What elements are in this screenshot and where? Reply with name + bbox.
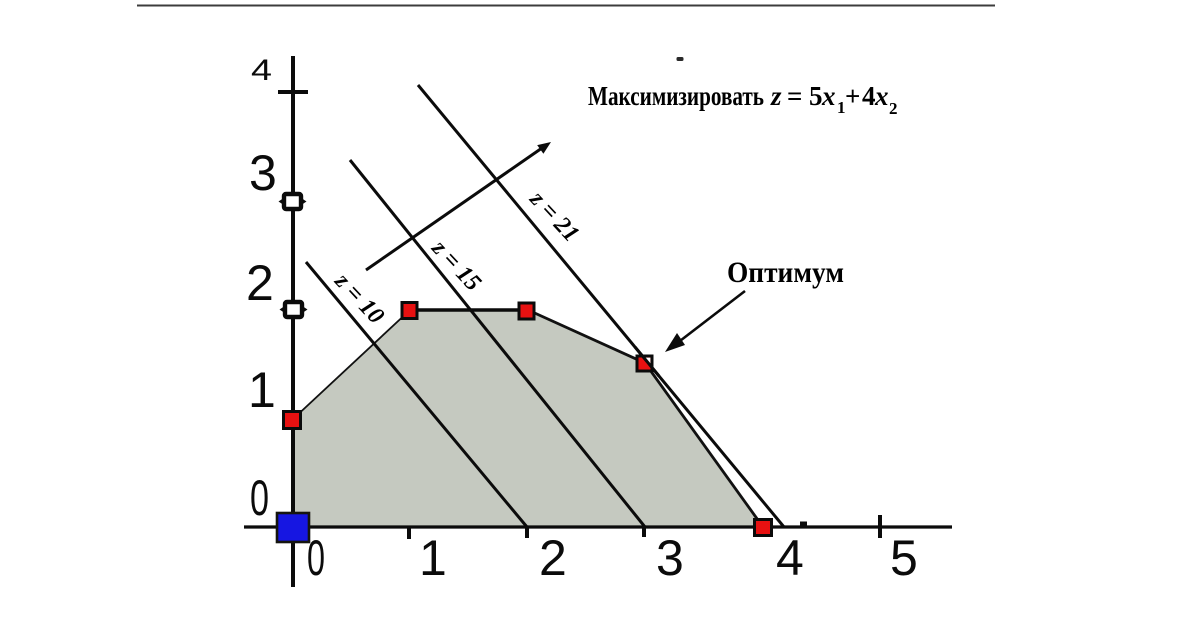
svg-text:z: z	[770, 81, 782, 111]
svg-text:1: 1	[419, 530, 447, 586]
svg-text:0: 0	[250, 470, 269, 526]
svg-text:x: x	[874, 81, 889, 111]
svg-text:4: 4	[776, 530, 804, 586]
svg-text:Максимизировать: Максимизировать	[588, 81, 764, 111]
svg-text:+: +	[845, 81, 860, 111]
svg-text:2: 2	[539, 530, 567, 586]
svg-text:=: =	[787, 81, 802, 111]
svg-text:2: 2	[246, 255, 274, 311]
svg-text:2: 2	[889, 99, 898, 118]
svg-text:1: 1	[837, 98, 846, 117]
svg-text:3: 3	[249, 145, 277, 201]
svg-text:5: 5	[809, 81, 823, 111]
svg-text:1: 1	[248, 362, 276, 418]
svg-text:4: 4	[862, 81, 876, 111]
svg-text:Оптимум: Оптимум	[727, 256, 844, 289]
svg-text:5: 5	[890, 530, 918, 586]
svg-text:x: x	[821, 81, 836, 111]
svg-text:0: 0	[307, 530, 325, 586]
svg-text:3: 3	[656, 530, 684, 586]
svg-text:z = 21: z = 21	[524, 186, 584, 248]
svg-text:4: 4	[251, 54, 272, 87]
